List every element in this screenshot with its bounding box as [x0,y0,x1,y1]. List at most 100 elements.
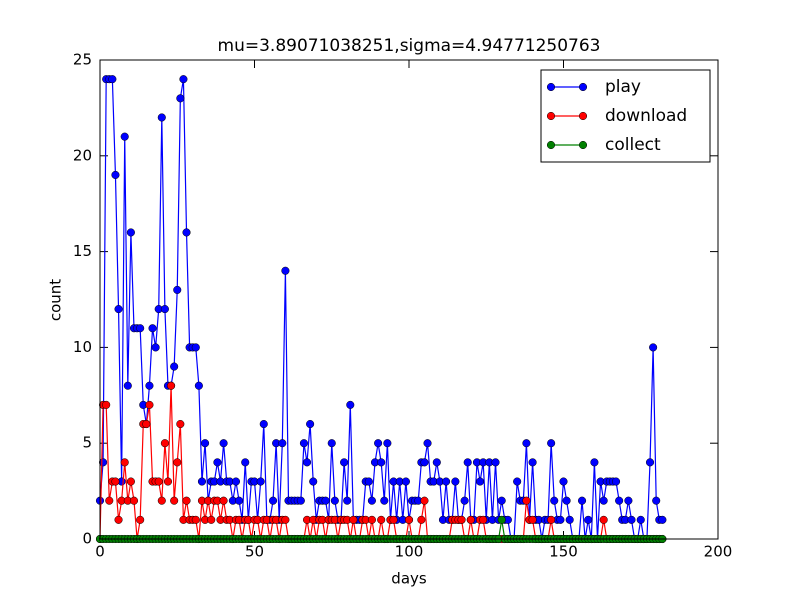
marker [599,515,608,524]
marker [556,515,565,524]
marker [380,496,389,505]
marker [364,477,373,486]
legend-marker [546,140,556,150]
marker [457,515,466,524]
marker [451,477,460,486]
marker [120,458,129,467]
marker [219,496,228,505]
marker [259,419,268,429]
y-tick-label: 25 [73,51,92,69]
marker [528,515,537,524]
marker [404,515,414,524]
marker [340,458,349,467]
chart-title: mu=3.89071038251,sigma=4.94771250763 [218,36,601,56]
marker [207,515,216,524]
marker [170,496,179,505]
marker [173,458,182,467]
marker [136,515,145,524]
marker [476,477,485,486]
marker [547,515,556,524]
marker [219,439,228,448]
marker [327,439,336,448]
marker [170,362,179,371]
marker [343,496,352,505]
marker [296,496,305,505]
marker [111,477,120,486]
legend-marker [578,111,588,121]
marker [377,515,386,524]
marker [148,324,157,333]
marker [624,496,633,505]
y-tick-label: 20 [73,146,92,164]
plot-frame [99,59,719,540]
marker [306,419,315,429]
marker [126,477,135,486]
marker [281,266,290,275]
marker [658,515,667,524]
marker [652,496,661,505]
marker [241,458,250,467]
marker [367,496,376,505]
legend-label: download [605,106,687,126]
marker [167,381,176,390]
marker [565,515,574,524]
marker [108,75,117,84]
marker [636,515,645,524]
y-tick-label: 10 [73,338,92,356]
y-tick-label: 0 [82,530,92,548]
marker [417,515,426,524]
marker [420,496,429,505]
marker [460,496,469,505]
marker [497,515,506,524]
marker [179,75,188,84]
y-tick-label: 5 [82,434,92,452]
x-tick-label: 50 [245,543,264,561]
marker [120,132,129,141]
marker [309,477,318,486]
marker [367,515,376,524]
marker [374,439,383,448]
marker [491,458,500,467]
marker [151,343,160,352]
marker [611,477,621,486]
marker [346,400,355,409]
marker [550,496,559,505]
x-tick-label: 100 [395,543,424,561]
marker [383,439,392,448]
marker [559,477,568,486]
marker [154,477,163,486]
marker [330,496,339,505]
marker [191,343,200,352]
y-tick-label: 15 [73,242,92,260]
marker [173,285,182,294]
marker [401,477,410,486]
x-tick-label: 150 [549,543,578,561]
marker [302,458,312,467]
marker [615,496,624,505]
marker [268,496,278,505]
marker [528,458,537,467]
marker [191,515,200,524]
marker [126,228,135,237]
marker [389,515,398,524]
y-axis-label: count [47,279,65,321]
marker [105,496,114,505]
marker [321,496,330,505]
marker [349,515,358,524]
marker [102,400,111,409]
marker [201,439,210,448]
marker [197,477,207,486]
marker [176,419,185,429]
marker [432,458,441,467]
marker [157,113,166,122]
legend-marker [546,82,556,92]
x-axis-label: days [391,570,427,588]
x-tick-label: 200 [704,543,733,561]
marker [142,419,151,429]
marker [497,496,506,505]
marker [176,94,185,103]
marker [145,381,154,390]
marker [194,381,203,390]
